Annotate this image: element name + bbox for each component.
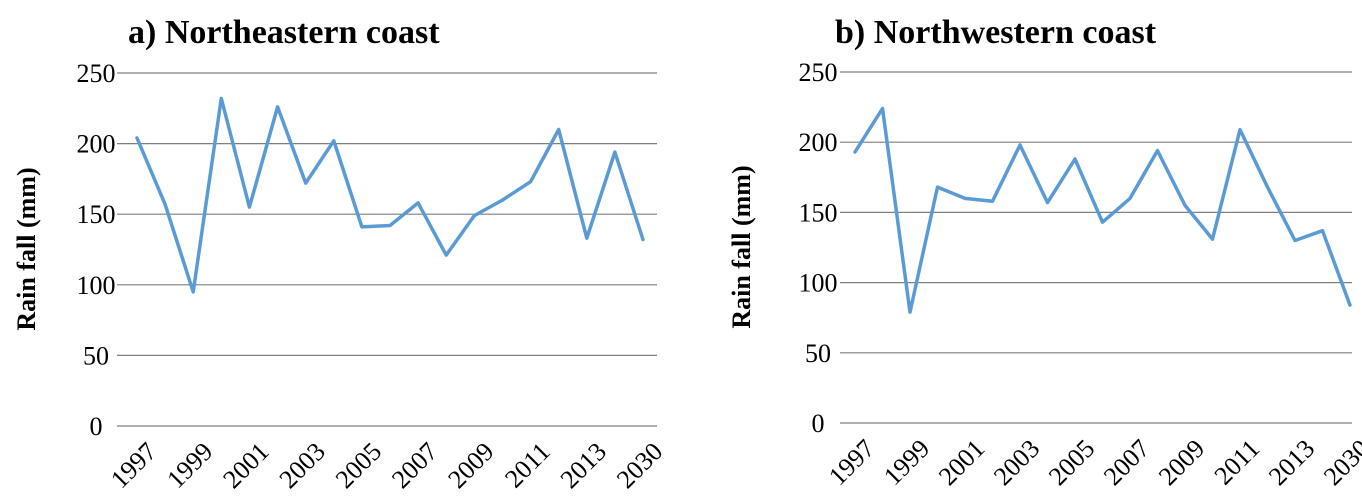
y-tick-label: 250 xyxy=(799,58,838,87)
x-tick-label: 2003 xyxy=(274,437,331,494)
y-axis-label: Rain fall (mm) xyxy=(727,165,756,328)
x-tick-label: 2001 xyxy=(933,434,990,491)
x-tick-label: 2013 xyxy=(1263,434,1320,491)
chart-panel-northeastern: a) Northeastern coast Rain fall (mm) 0 50… xyxy=(12,14,668,494)
gridlines xyxy=(117,72,657,427)
x-tick-label: 2007 xyxy=(386,437,443,494)
gridlines xyxy=(840,71,1352,424)
x-tick-label: 1999 xyxy=(161,437,218,494)
series-layer xyxy=(853,106,1352,314)
y-tick-label: 0 xyxy=(90,412,103,441)
x-tick-label: 1997 xyxy=(823,434,880,491)
y-tick-label: 100 xyxy=(77,271,116,300)
y-tick-label: 150 xyxy=(799,198,838,227)
series-line xyxy=(135,96,645,294)
y-tick-label: 200 xyxy=(77,130,116,159)
y-tick-label: 200 xyxy=(799,128,838,157)
x-tick-label: 1999 xyxy=(878,434,935,491)
y-tick-labels: 0 50 100 150 200 250 xyxy=(77,59,116,441)
chart-title: b) Northwestern coast xyxy=(835,14,1157,51)
chart-panel-northwestern: b) Northwestern coast Rain fall (mm) 0 50… xyxy=(727,14,1362,491)
x-tick-label: 2030 xyxy=(611,437,668,494)
y-axis-label: Rain fall (mm) xyxy=(12,167,41,330)
series-layer xyxy=(135,96,645,294)
x-tick-label: 2030 xyxy=(1318,434,1362,491)
series-line xyxy=(853,106,1352,314)
y-tick-label: 50 xyxy=(805,339,831,368)
y-tick-labels: 0 50 100 150 200 250 xyxy=(799,58,838,438)
chart-title: a) Northeastern coast xyxy=(128,14,440,51)
x-tick-label: 2001 xyxy=(217,437,274,494)
y-tick-label: 0 xyxy=(812,409,825,438)
x-tick-label: 2007 xyxy=(1098,434,1155,491)
x-tick-label: 2005 xyxy=(330,437,387,494)
x-tick-label: 2011 xyxy=(1209,434,1266,491)
x-tick-label: 1997 xyxy=(105,437,162,494)
x-tick-label: 2003 xyxy=(988,434,1045,491)
x-tick-label: 2005 xyxy=(1043,434,1100,491)
x-tick-label: 2011 xyxy=(499,437,556,494)
y-tick-label: 50 xyxy=(83,341,109,370)
x-tick-label: 2009 xyxy=(442,437,499,494)
y-tick-label: 100 xyxy=(799,269,838,298)
x-tick-label: 2013 xyxy=(555,437,612,494)
y-tick-label: 150 xyxy=(77,200,116,229)
y-tick-label: 250 xyxy=(77,59,116,88)
x-tick-label: 2009 xyxy=(1153,434,1210,491)
